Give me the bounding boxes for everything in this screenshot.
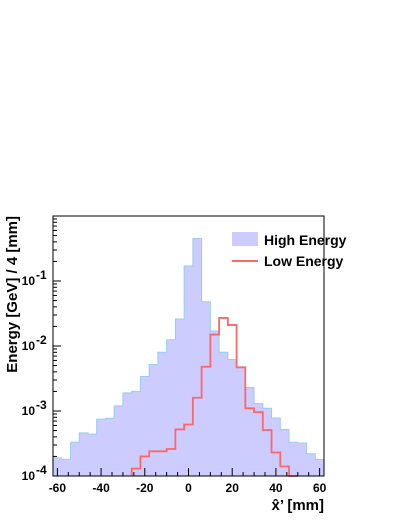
y-tick-label: 10	[22, 339, 36, 353]
x-tick-label: 0	[185, 481, 192, 495]
legend-label-high-energy: High Energy	[264, 232, 347, 248]
legend-label-low-energy: Low Energy	[264, 253, 344, 269]
high-energy-bin	[132, 391, 141, 476]
high-energy-bin	[79, 433, 88, 476]
x-tick-label: -60	[49, 481, 67, 495]
legend: High Energy Low Energy	[232, 232, 347, 269]
y-tick-label: 10	[22, 274, 36, 288]
high-energy-bin	[123, 393, 132, 476]
series-high-energy	[52, 238, 325, 476]
high-energy-bin	[202, 302, 211, 476]
high-energy-bin	[105, 418, 114, 476]
high-energy-bin	[228, 359, 237, 476]
x-tick-label: 60	[313, 481, 327, 495]
high-energy-bin	[158, 352, 167, 476]
x-tick-label: 20	[226, 481, 240, 495]
high-energy-bin	[167, 340, 176, 476]
high-energy-bin	[193, 239, 202, 476]
y-axis-title: Energy [GeV] / 4 [mm]	[4, 216, 21, 373]
high-energy-bin	[70, 442, 79, 476]
legend-swatch-high-energy	[232, 232, 258, 246]
y-tick-label: 10	[22, 469, 36, 483]
x-tick-label: -40	[92, 481, 110, 495]
high-energy-bin	[210, 331, 219, 476]
high-energy-bin	[263, 408, 272, 476]
high-energy-bin	[97, 419, 106, 476]
x-tick-label: 40	[269, 481, 283, 495]
high-energy-bin	[280, 429, 289, 476]
high-energy-bin	[254, 404, 263, 476]
high-energy-bin	[219, 352, 228, 476]
plot-layer	[52, 238, 325, 477]
high-energy-bin	[245, 387, 254, 476]
high-energy-outline	[52, 238, 325, 476]
x-axis: -60 -40 -20 0 20 40 60	[49, 468, 327, 495]
high-energy-fill	[53, 238, 324, 476]
high-energy-bin	[298, 443, 307, 476]
high-energy-bin	[62, 459, 71, 476]
y-tick-exponent: -4	[36, 463, 47, 477]
high-energy-bin	[307, 454, 316, 476]
high-energy-bin	[184, 266, 193, 476]
high-energy-bin	[272, 418, 281, 476]
high-energy-bin	[175, 319, 184, 476]
x-tick-label: -20	[136, 481, 154, 495]
series-low-energy	[130, 317, 298, 477]
high-energy-bin	[149, 364, 158, 476]
high-energy-bin	[88, 434, 97, 476]
high-energy-bin	[114, 406, 123, 476]
high-energy-bin	[237, 368, 246, 476]
high-energy-bin	[140, 376, 149, 476]
y-tick-exponent: -3	[36, 398, 47, 412]
y-tick-exponent: -1	[36, 268, 47, 282]
x-axis-title: x̂’ [mm]	[271, 497, 324, 514]
y-tick-exponent: -2	[36, 333, 47, 347]
low-energy-line	[130, 317, 298, 477]
y-axis: 10-410-310-210-1	[22, 218, 61, 483]
y-tick-label: 10	[22, 404, 36, 418]
high-energy-bin	[289, 442, 298, 476]
